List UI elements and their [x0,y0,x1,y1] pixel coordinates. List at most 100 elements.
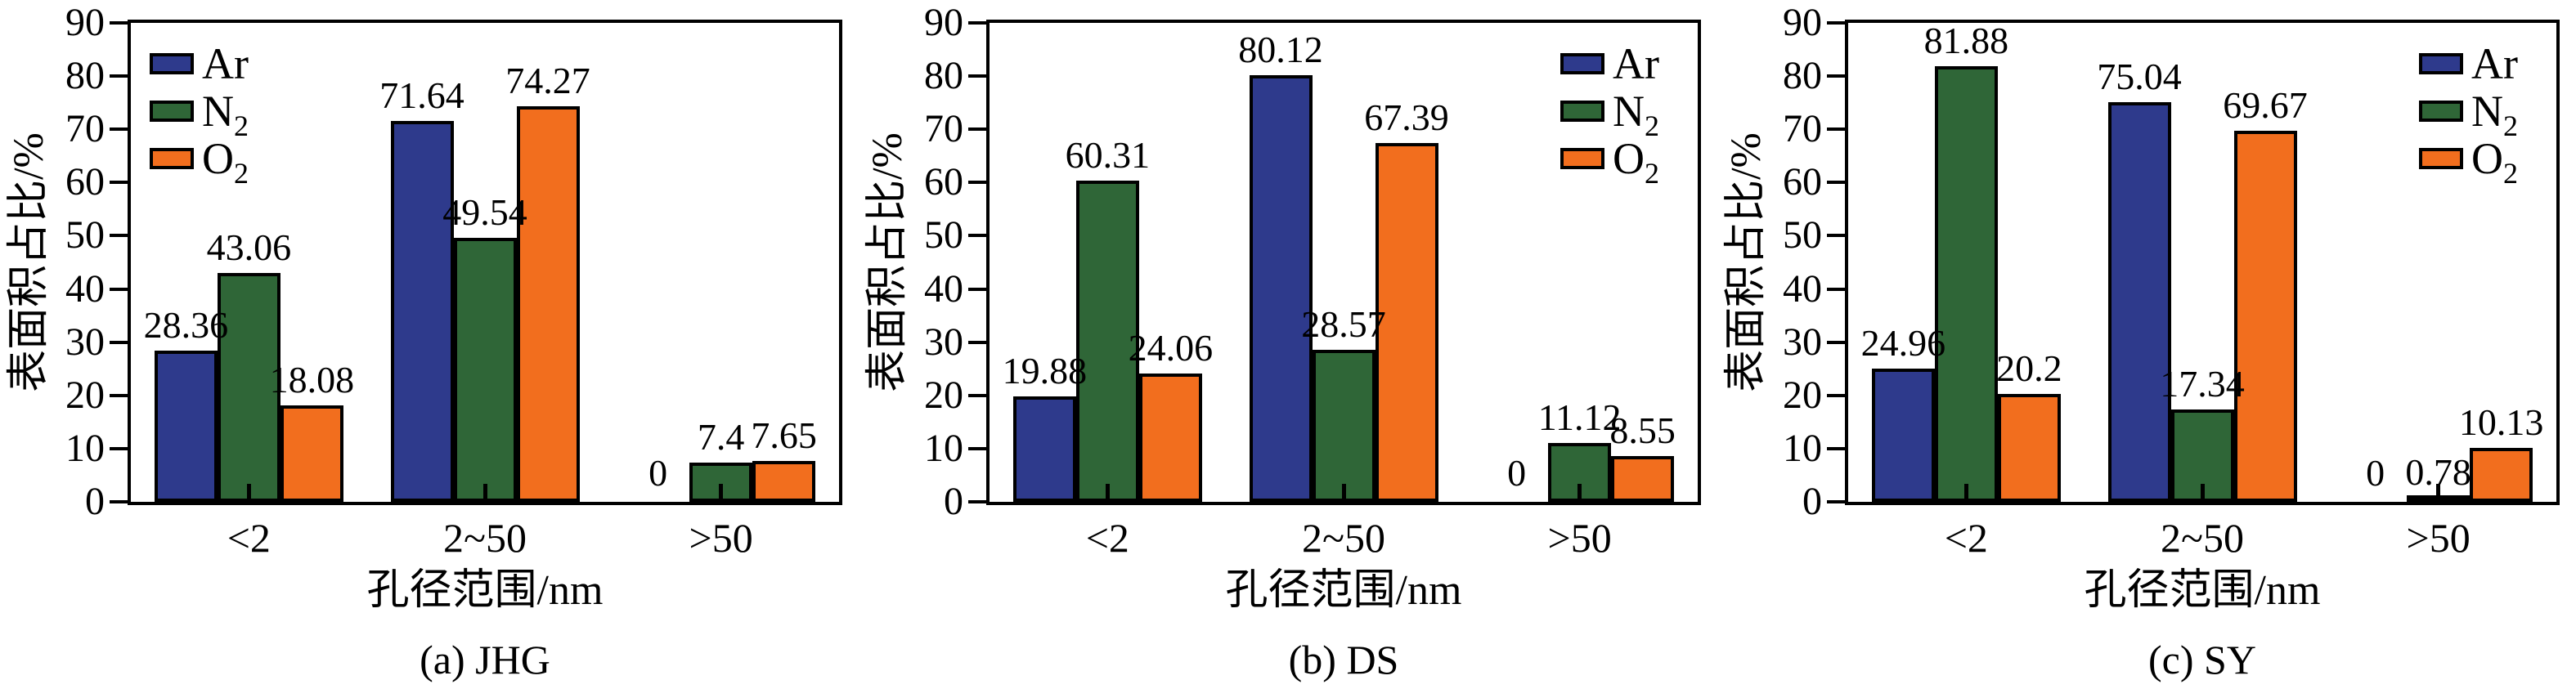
y-axis-tick-label: 70 [65,107,105,151]
bar-o2-cat2 [752,461,816,502]
bar-value-label: 43.06 [206,226,292,268]
y-axis-tick [110,446,128,450]
y-axis-tick [110,234,128,238]
y-axis-tick [110,181,128,185]
legend-swatch-ar [2419,53,2463,74]
y-axis-tick [1827,181,1845,185]
chart-panel-a: 表面积占比/% 28.36 43.06 18.08 71.64 49.54 74.27 0 7.… [0,0,859,689]
y-axis-tick-label: 80 [924,54,963,98]
y-axis-tick-label: 0 [85,480,105,523]
x-axis-category-label: >50 [1547,515,1612,561]
x-axis-category-label: <2 [1944,515,1988,561]
y-axis-tick [1827,128,1845,132]
legend-swatch-o2 [2419,148,2463,169]
legend-label-base: Ar [2471,39,2518,88]
y-axis-tick [110,287,128,291]
y-axis-tick-label: 50 [1783,213,1822,257]
bar-o2-cat2 [1611,456,1675,502]
bar-ar-cat0 [154,351,218,502]
legend-label-subscript: 2 [2503,109,2518,142]
y-axis-tick [1827,287,1845,291]
legend-label-o2: O2 [1613,134,1659,188]
x-axis-category-label: 2~50 [1301,515,1386,561]
legend-swatch-ar [1560,53,1604,74]
y-axis-tick [1827,393,1845,397]
y-axis-tick [110,340,128,344]
legend-label-subscript: 2 [1645,109,1659,142]
x-axis-title: 孔径范围/nm [366,567,604,614]
bar-o2-cat0 [1138,374,1202,502]
y-axis-tick-label: 0 [1802,480,1822,523]
bar-value-label: 74.27 [505,60,590,102]
y-axis-tick [968,287,986,291]
bar-ar-cat0 [1012,396,1076,502]
bar-value-label: 17.34 [2160,363,2245,405]
legend-swatch-n2 [2419,101,2463,122]
y-axis-tick-label: 60 [65,160,105,204]
y-axis-tick-label: 20 [924,373,963,417]
legend-label-subscript: 2 [234,109,249,142]
plot-area: 24.96 81.88 20.2 75.04 17.34 69.67 0 0.78 10.13 [1845,20,2560,505]
y-axis-tick-label: 80 [1783,54,1822,98]
y-axis-tick [1827,21,1845,25]
y-axis-tick [968,500,986,503]
x-axis-tick [482,484,487,502]
bar-o2-cat1 [2233,131,2297,502]
x-axis-category-label: <2 [1085,515,1129,561]
legend-label-base: O [202,134,234,183]
bar-value-label: 7.4 [697,415,745,458]
legend-label-subscript: 2 [2503,156,2518,190]
bar-o2-cat0 [280,405,343,502]
y-axis-tick-label: 90 [65,1,105,44]
y-axis-tick-label: 40 [65,266,105,311]
y-axis-tick-label: 80 [65,54,105,98]
y-axis-tick [968,21,986,25]
y-axis-tick-label: 10 [65,426,105,470]
legend-label-o2: O2 [2471,134,2518,188]
bar-value-label: 75.04 [2097,56,2182,98]
plot-area: 28.36 43.06 18.08 71.64 49.54 74.27 0 7.4 7.65 [128,20,842,505]
y-axis-tick-label: 90 [1783,1,1822,44]
legend-swatch-n2 [1560,101,1604,122]
bar-value-label: 19.88 [1002,349,1088,391]
bar-value-label: 81.88 [1923,19,2009,61]
chart-panel-b: 表面积占比/% 19.88 60.31 24.06 80.12 28.57 67.39 0 11… [859,0,1717,689]
y-axis-tick [1827,234,1845,238]
legend-label-subscript: 2 [234,156,249,190]
x-axis-title: 孔径范围/nm [2084,567,2321,614]
panel-caption: (b) DS [1288,637,1399,682]
y-axis-tick [968,74,986,78]
y-axis-tick [968,234,986,238]
legend-swatch-o2 [150,148,194,169]
y-axis-tick-label: 40 [1783,266,1822,311]
plot-area: 19.88 60.31 24.06 80.12 28.57 67.39 0 11.12 8.55 [986,20,1701,505]
y-axis-tick [110,500,128,503]
bar-n2-cat0 [217,272,280,502]
y-axis-tick-label: 20 [65,373,105,417]
y-axis-tick [1827,500,1845,503]
chart-panel-c: 表面积占比/% 24.96 81.88 20.2 75.04 17.34 69.67 0 0.7… [1717,0,2576,689]
bar-value-label: 24.96 [1860,322,1946,365]
y-axis-tick-label: 70 [924,107,963,151]
bar-value-label: 28.57 [1301,302,1386,345]
x-axis-tick [1577,484,1582,502]
y-axis-tick-label: 90 [924,1,963,44]
y-axis-tick [968,393,986,397]
legend-label-base: N [202,87,234,136]
y-axis-tick [1827,340,1845,344]
legend-swatch-n2 [150,101,194,122]
legend-label-n2: N2 [2471,87,2518,141]
bar-value-label: 8.55 [1609,409,1676,452]
x-axis-tick [2200,484,2205,502]
x-axis-tick [1341,484,1346,502]
x-axis-category-label: <2 [227,515,271,561]
y-axis-tick-label: 50 [924,213,963,257]
legend-label-base: N [2471,87,2503,136]
x-axis-title: 孔径范围/nm [1225,567,1462,614]
y-axis-tick-label: 0 [944,480,963,523]
panel-caption: (c) SY [2148,637,2256,682]
legend-label-base: Ar [1613,39,1659,88]
y-axis-tick [968,128,986,132]
y-axis-tick-label: 30 [924,320,963,364]
